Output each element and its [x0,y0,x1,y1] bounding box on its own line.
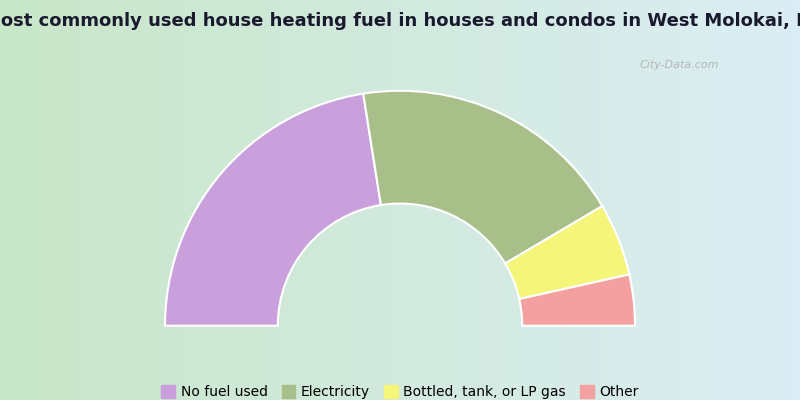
Wedge shape [519,274,635,326]
Legend: No fuel used, Electricity, Bottled, tank, or LP gas, Other: No fuel used, Electricity, Bottled, tank… [156,380,644,400]
Wedge shape [505,206,630,299]
Wedge shape [165,94,381,326]
Wedge shape [363,91,602,264]
Text: Most commonly used house heating fuel in houses and condos in West Molokai, HI: Most commonly used house heating fuel in… [0,12,800,30]
Text: City-Data.com: City-Data.com [640,60,719,70]
